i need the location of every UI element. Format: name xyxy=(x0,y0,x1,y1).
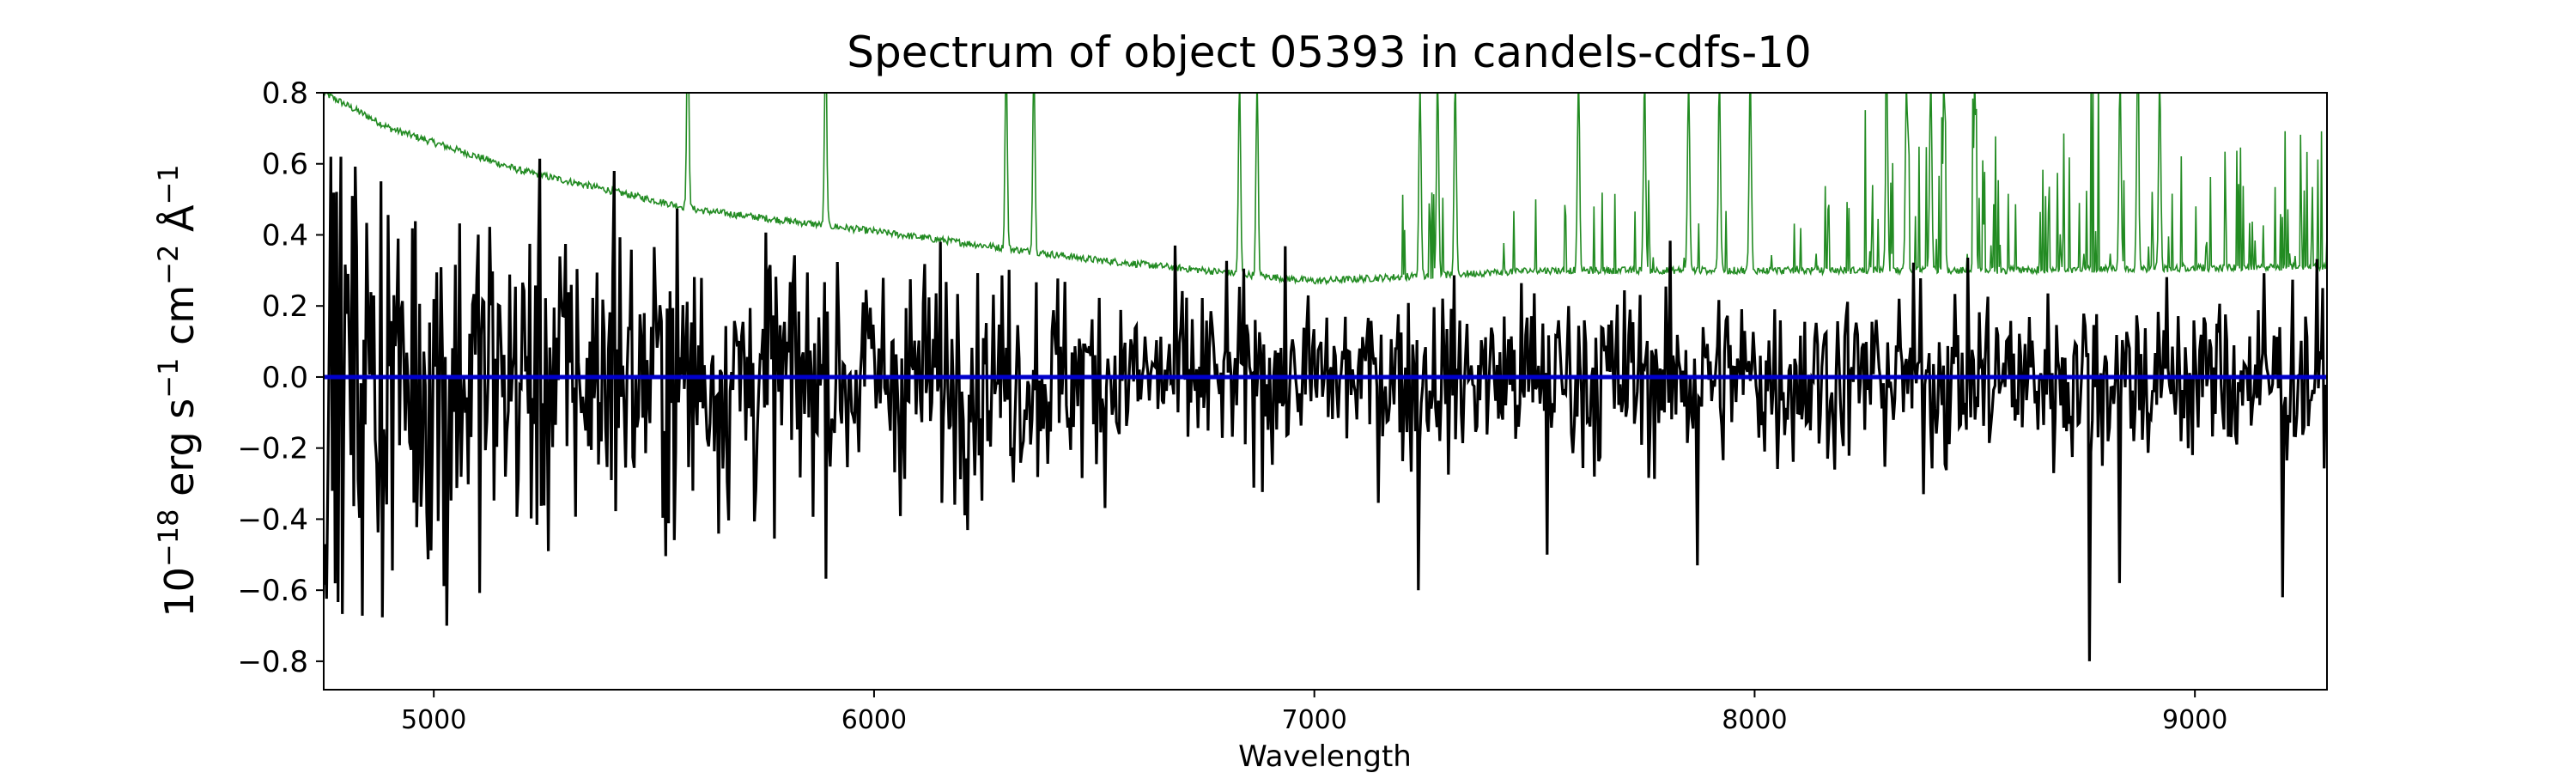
y-label-exponent: −1 xyxy=(152,164,185,204)
y-tick-label: −0.6 xyxy=(237,574,308,608)
y-label-part: cm xyxy=(156,285,203,358)
chart-title: Spectrum of object 05393 in candels-cdfs… xyxy=(847,27,1812,77)
y-label-part: erg s xyxy=(156,399,203,509)
y-label-part: 10 xyxy=(156,567,203,618)
x-axis-ticks: 5000 6000 7000 8000 9000 xyxy=(401,690,2227,735)
y-label-exponent: −2 xyxy=(152,245,185,285)
y-tick-label: 0.8 xyxy=(262,76,308,111)
y-axis-label: 10−18 erg s−1 cm−2 Å−1 xyxy=(152,164,203,617)
x-tick-label: 9000 xyxy=(2162,705,2227,735)
x-tick-label: 8000 xyxy=(1722,705,1787,735)
y-tick-label: −0.8 xyxy=(237,645,308,679)
plot-area xyxy=(323,92,2328,691)
y-label-exponent: −18 xyxy=(152,509,185,568)
y-tick-label: 0.6 xyxy=(262,148,308,182)
y-label-part: Å xyxy=(156,204,203,245)
y-label-exponent: −1 xyxy=(152,358,185,399)
x-axis-label: Wavelength xyxy=(1238,740,1412,773)
x-tick-label: 6000 xyxy=(841,705,907,735)
noise-series-line xyxy=(324,93,2327,286)
y-tick-label: −0.4 xyxy=(237,502,308,537)
y-tick-label: 0.0 xyxy=(262,361,308,395)
y-tick-label: −0.2 xyxy=(237,432,308,466)
flux-series-line xyxy=(324,156,2327,661)
y-tick-label: 0.4 xyxy=(262,218,308,253)
plot-frame xyxy=(323,92,2328,691)
x-tick-label: 7000 xyxy=(1282,705,1347,735)
x-tick-label: 5000 xyxy=(401,705,466,735)
y-tick-label: 0.2 xyxy=(262,289,308,324)
y-axis-ticks: −0.8 −0.6 −0.4 −0.2 0.0 0.2 0.4 0.6 0.8 xyxy=(237,76,324,679)
